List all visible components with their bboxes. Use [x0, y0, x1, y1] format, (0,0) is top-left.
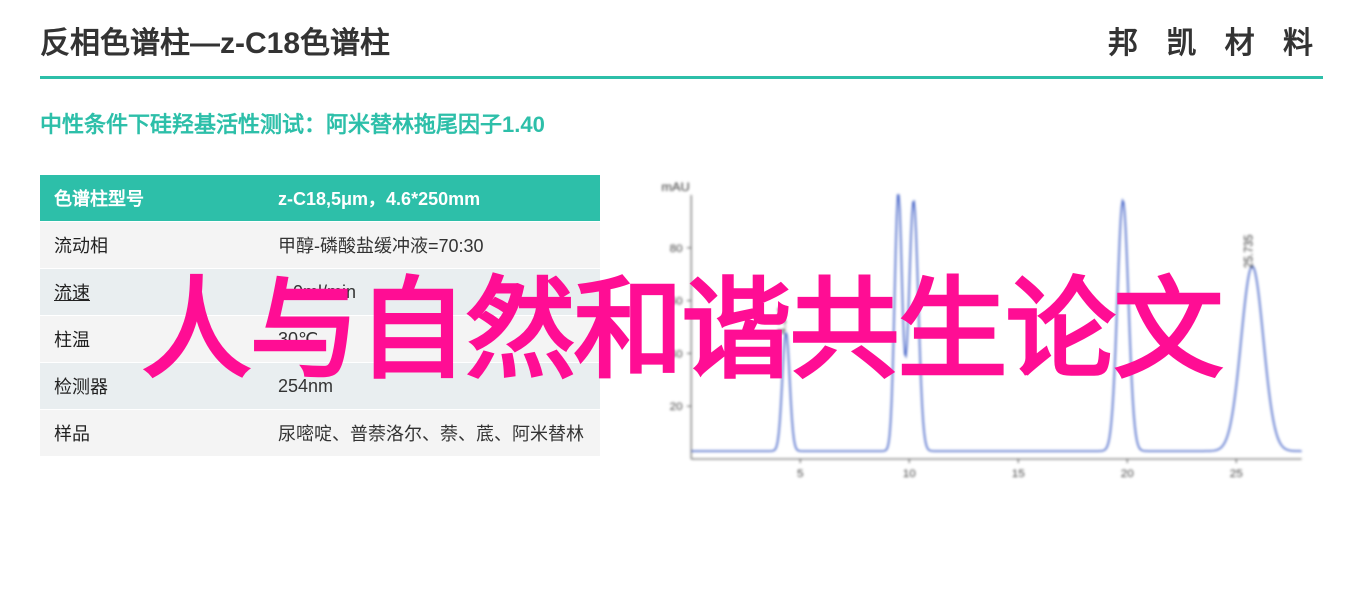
brand-logo-text: 邦 凯 材 料 — [1108, 18, 1323, 62]
table-cell-value: 1.0ml/min — [264, 269, 600, 316]
svg-text:10: 10 — [903, 468, 916, 480]
table-cell-value: 甲醇-磷酸盐缓冲液=70:30 — [264, 222, 600, 269]
table-cell-value: 尿嘧啶、普萘洛尔、萘、菧、阿米替林 — [264, 410, 600, 457]
table-cell-label: 检测器 — [40, 363, 264, 410]
svg-text:15: 15 — [1012, 468, 1025, 480]
table-cell-value: 30℃ — [264, 316, 600, 363]
subtitle: 中性条件下硅羟基活性测试：阿米替林拖尾因子1.40 — [40, 107, 1363, 139]
svg-text:60: 60 — [670, 296, 683, 308]
table-cell-label: 柱温 — [40, 316, 264, 363]
svg-text:25: 25 — [1230, 468, 1243, 480]
svg-text:20: 20 — [1121, 468, 1134, 480]
header-divider — [40, 76, 1323, 79]
table-header-value: z-C18,5μm，4.6*250mm — [264, 175, 600, 222]
spec-table-wrap: 色谱柱型号 z-C18,5μm，4.6*250mm 流动相甲醇-磷酸盐缓冲液=7… — [40, 175, 600, 495]
page-title: 反相色谱柱—z-C18色谱柱 — [40, 18, 390, 62]
svg-text:80: 80 — [670, 243, 683, 255]
table-cell-label: 样品 — [40, 410, 264, 457]
table-row: 流速1.0ml/min — [40, 269, 600, 316]
svg-text:5: 5 — [797, 468, 804, 480]
table-row: 柱温30℃ — [40, 316, 600, 363]
table-cell-label: 流速 — [40, 269, 264, 316]
chromatogram-chart: 20 40 60 80 mAU 5 10 15 20 25 4.346 25.735 — [640, 175, 1323, 495]
table-cell-value: 254nm — [264, 363, 600, 410]
svg-text:mAU: mAU — [661, 180, 689, 194]
svg-text:4.346: 4.346 — [777, 307, 789, 334]
svg-text:20: 20 — [670, 401, 683, 413]
table-row: 检测器254nm — [40, 363, 600, 410]
svg-text:25.735: 25.735 — [1243, 235, 1255, 269]
svg-text:40: 40 — [670, 349, 683, 361]
table-header-label: 色谱柱型号 — [40, 175, 264, 222]
table-cell-label: 流动相 — [40, 222, 264, 269]
table-row: 流动相甲醇-磷酸盐缓冲液=70:30 — [40, 222, 600, 269]
table-row: 样品尿嘧啶、普萘洛尔、萘、菧、阿米替林 — [40, 410, 600, 457]
spec-table: 色谱柱型号 z-C18,5μm，4.6*250mm 流动相甲醇-磷酸盐缓冲液=7… — [40, 175, 600, 457]
